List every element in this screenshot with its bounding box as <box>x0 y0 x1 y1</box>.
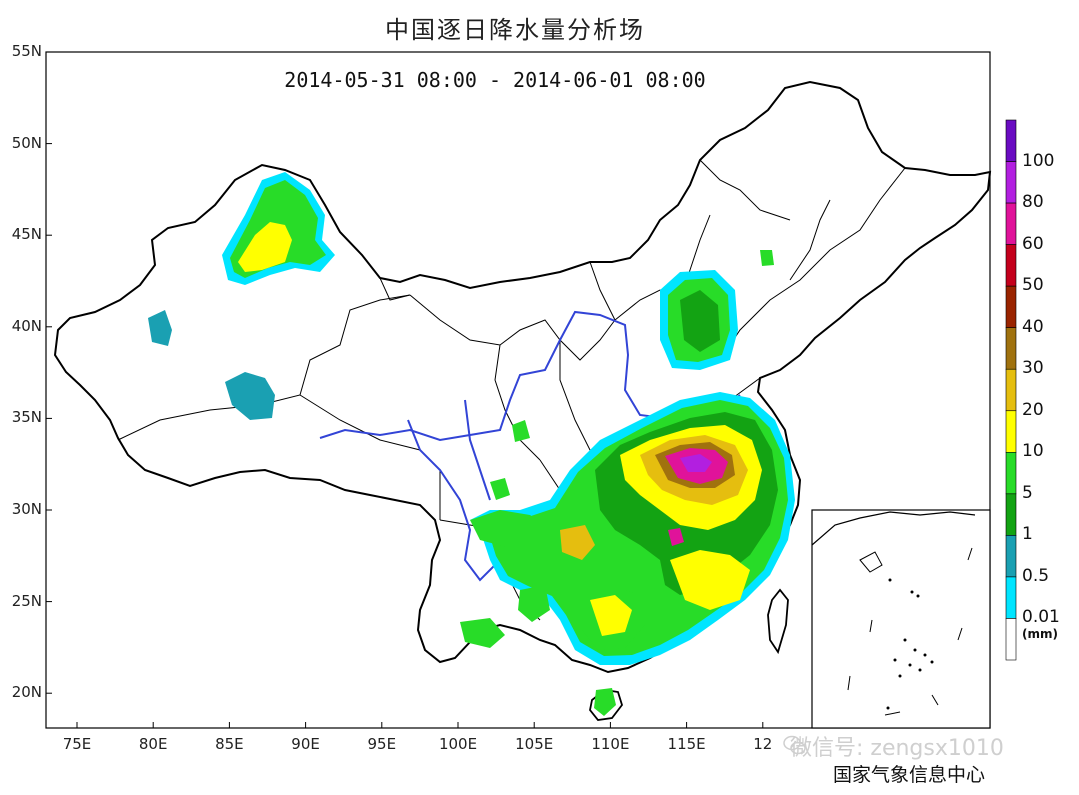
lon-label: 100E <box>438 735 478 753</box>
legend-label: 80 <box>1022 192 1044 213</box>
legend-unit: (mm) <box>1022 627 1058 641</box>
wechat-icon <box>783 735 806 755</box>
lon-label: 95E <box>367 735 397 753</box>
lat-label: 55N <box>11 42 42 60</box>
taiwan-island <box>767 588 789 655</box>
lon-label: 85E <box>215 735 244 753</box>
legend-label: 0.01 <box>1022 607 1060 628</box>
axis-ticks <box>46 51 764 728</box>
colorbar-segment <box>1005 161 1017 204</box>
lat-label: 20N <box>11 683 42 702</box>
colorbar-segment <box>1005 327 1017 370</box>
time-range: 2014-05-31 08:00 - 2014-06-01 08:00 <box>284 68 706 92</box>
lat-label: 50N <box>11 133 42 152</box>
precipitation-shading <box>148 172 795 716</box>
lat-label: 25N <box>11 591 42 610</box>
map-title: 中国逐日降水量分析场 <box>385 16 645 44</box>
colorbar-segment <box>1005 244 1017 287</box>
lon-label: 105E <box>515 735 554 753</box>
colorbar-segment <box>1005 493 1017 536</box>
watermark: 微信号: zengsx1010 <box>790 736 1004 761</box>
lat-label: 35N <box>11 408 42 427</box>
colorbar-segment <box>1005 368 1017 412</box>
lat-label: 45N <box>11 225 42 244</box>
colorbar-segment <box>1005 285 1017 328</box>
lon-label: 115E <box>667 735 706 753</box>
legend-label: 100 <box>1022 150 1055 171</box>
colorbar-segment <box>1005 410 1017 453</box>
lat-label: 30N <box>11 500 42 518</box>
legend-label: 5 <box>1022 482 1033 503</box>
legend-label: 20 <box>1022 399 1044 420</box>
colorbar-segment <box>1005 452 1017 495</box>
legend-label: 1 <box>1022 524 1033 545</box>
south-china-sea-inset <box>811 509 991 729</box>
legend-label: 50 <box>1022 275 1044 296</box>
legend-label: 0.5 <box>1022 565 1050 586</box>
legend-label: 10 <box>1022 441 1044 462</box>
lon-label: 80E <box>138 735 168 753</box>
lat-label: 40N <box>11 316 42 335</box>
colorbar-segment <box>1005 202 1017 245</box>
lon-label: 110E <box>591 735 630 753</box>
agency-name: 国家气象信息中心 <box>833 764 986 786</box>
legend-label: 40 <box>1022 316 1044 337</box>
legend-label: 60 <box>1022 233 1044 254</box>
lon-label: 12 <box>753 735 773 753</box>
lon-label: 90E <box>291 735 320 753</box>
legend-label: 30 <box>1022 358 1044 379</box>
legend-colorbar <box>1005 119 1017 661</box>
colorbar-segment <box>1005 535 1017 578</box>
colorbar-segment <box>1005 119 1017 162</box>
colorbar-segment <box>1005 618 1017 661</box>
lon-label: 75E <box>62 735 92 753</box>
colorbar-segment <box>1005 576 1017 619</box>
